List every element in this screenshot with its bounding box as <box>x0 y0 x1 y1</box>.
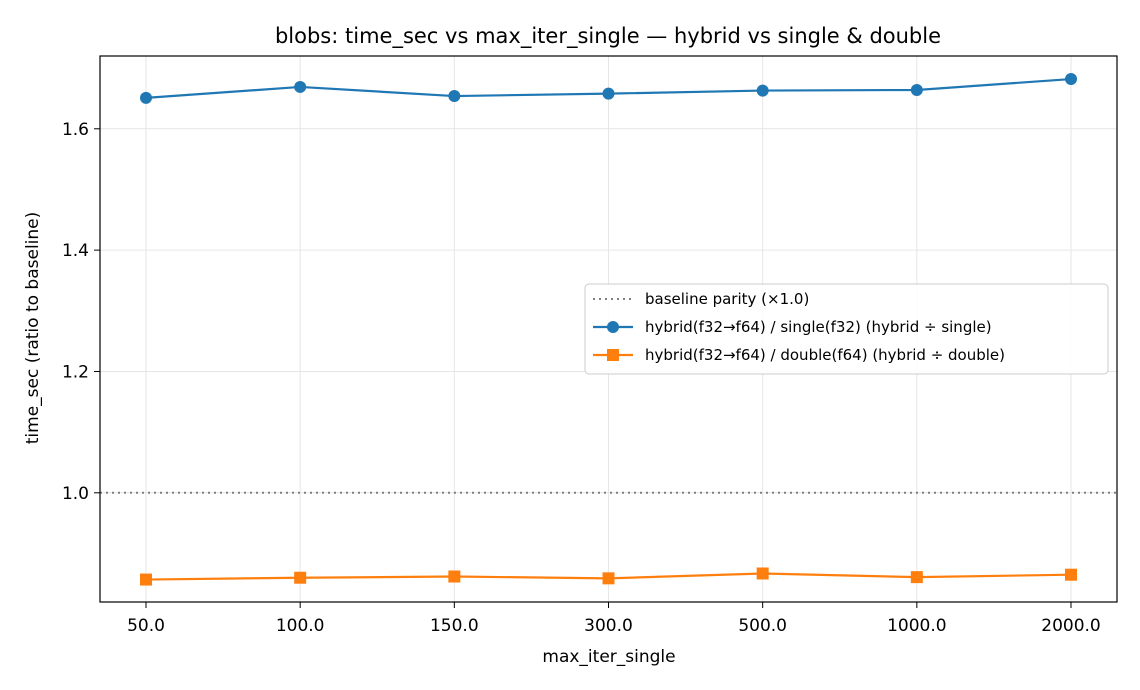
legend-series-2-marker <box>607 349 619 361</box>
series-2-point <box>140 573 152 586</box>
series-2-point <box>1065 568 1077 581</box>
x-tick-label: 300.0 <box>584 616 633 636</box>
x-tick-label: 1000.0 <box>887 616 946 636</box>
x-tick-label: 500.0 <box>738 616 787 636</box>
x-tick-label: 100.0 <box>276 616 325 636</box>
series-1-point <box>448 90 461 103</box>
y-tick-label: 1.2 <box>62 362 89 382</box>
legend-box <box>584 283 1109 375</box>
legend-series-2-label: hybrid(f32→f64) / double(f64) (hybrid ÷ … <box>645 346 1005 364</box>
series-2-point <box>756 567 769 580</box>
series-2-point <box>448 570 461 583</box>
series-1-point <box>1065 73 1077 86</box>
series-1-point <box>756 84 769 97</box>
y-tick-label: 1.4 <box>62 241 89 261</box>
x-tick-label: 50.0 <box>127 616 165 636</box>
series-2-point <box>602 572 615 585</box>
y-axis-label: time_sec (ratio to baseline) <box>23 212 43 445</box>
series-1-point <box>602 87 615 100</box>
series-1-point <box>140 91 152 104</box>
x-tick-label: 2000.0 <box>1041 616 1100 636</box>
series-layer <box>140 73 1077 586</box>
series-2-point <box>910 571 923 584</box>
x-axis-label: max_iter_single <box>542 647 675 667</box>
series-2 <box>140 567 1077 586</box>
series-1-point <box>294 80 307 93</box>
x-tick-label: 150.0 <box>430 616 479 636</box>
y-tick-label: 1.0 <box>62 484 89 504</box>
y-axis-ticks: 1.0 1.2 1.4 1.6 <box>62 120 100 504</box>
legend-series-1-label: hybrid(f32→f64) / single(f32) (hybrid ÷ … <box>645 318 992 336</box>
y-tick-label: 1.6 <box>62 120 89 140</box>
legend-series-1-marker <box>607 321 619 333</box>
series-1-point <box>910 83 923 96</box>
legend: baseline parity (×1.0) hybrid(f32→f64) / … <box>584 283 1109 375</box>
legend-baseline-label: baseline parity (×1.0) <box>645 290 809 308</box>
chart-title: blobs: time_sec vs max_iter_single — hyb… <box>275 24 941 49</box>
x-axis-ticks: 50.0 100.0 150.0 300.0 500.0 1000.0 2000.0 <box>127 602 1101 636</box>
series-1 <box>140 73 1077 104</box>
series-2-point <box>294 571 307 584</box>
